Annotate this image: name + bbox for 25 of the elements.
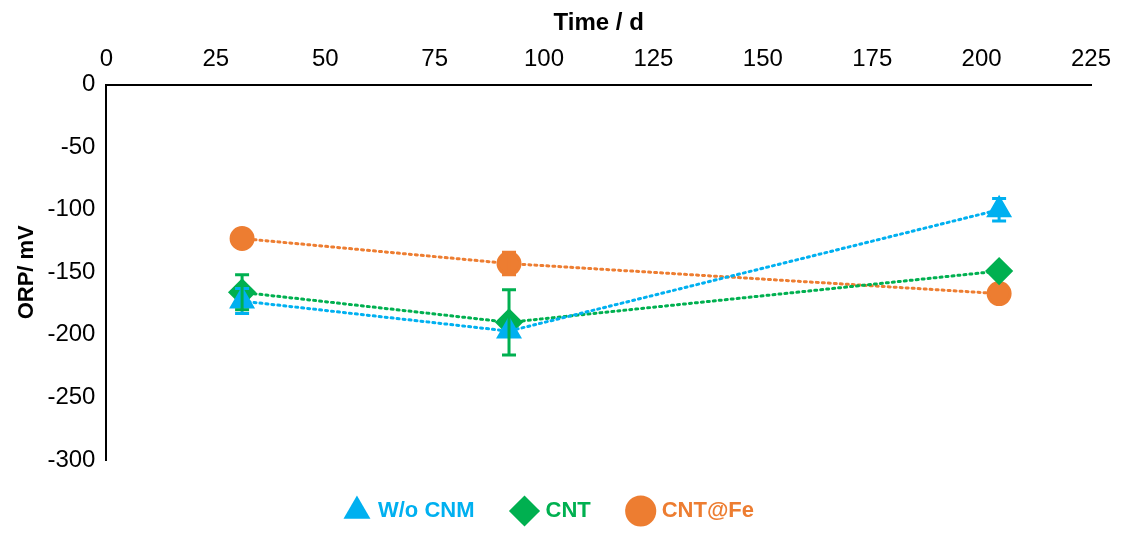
point bbox=[985, 257, 1013, 285]
point bbox=[986, 281, 1012, 307]
y-tick-label: -100 bbox=[47, 194, 96, 222]
x-tick-label: 50 bbox=[311, 43, 339, 71]
x-tick-label: 175 bbox=[852, 43, 893, 71]
y-axis-title: ORP/ mV bbox=[13, 224, 39, 320]
y-tick-label: -50 bbox=[60, 131, 96, 159]
legend-label: CNT bbox=[545, 497, 592, 523]
y-tick-label: -250 bbox=[47, 382, 96, 410]
y-tick-label: 0 bbox=[82, 69, 96, 97]
legend-label: W/o CNM bbox=[377, 497, 475, 523]
x-tick-label: 0 bbox=[99, 43, 114, 71]
x-tick-label: 225 bbox=[1070, 43, 1112, 71]
x-tick-label: 200 bbox=[961, 43, 1002, 71]
x-tick-label: 100 bbox=[524, 43, 565, 71]
point bbox=[229, 226, 255, 252]
x-axis-title: Time / d bbox=[553, 8, 644, 36]
x-tick-label: 150 bbox=[742, 43, 783, 71]
y-tick-label: -150 bbox=[47, 256, 96, 284]
legend-label: CNT@Fe bbox=[661, 497, 755, 523]
y-tick-label: -300 bbox=[47, 444, 96, 472]
x-tick-label: 75 bbox=[421, 43, 448, 71]
x-tick-label: 25 bbox=[202, 43, 230, 71]
x-tick-label: 125 bbox=[633, 43, 674, 71]
y-tick-label: -200 bbox=[47, 319, 96, 347]
